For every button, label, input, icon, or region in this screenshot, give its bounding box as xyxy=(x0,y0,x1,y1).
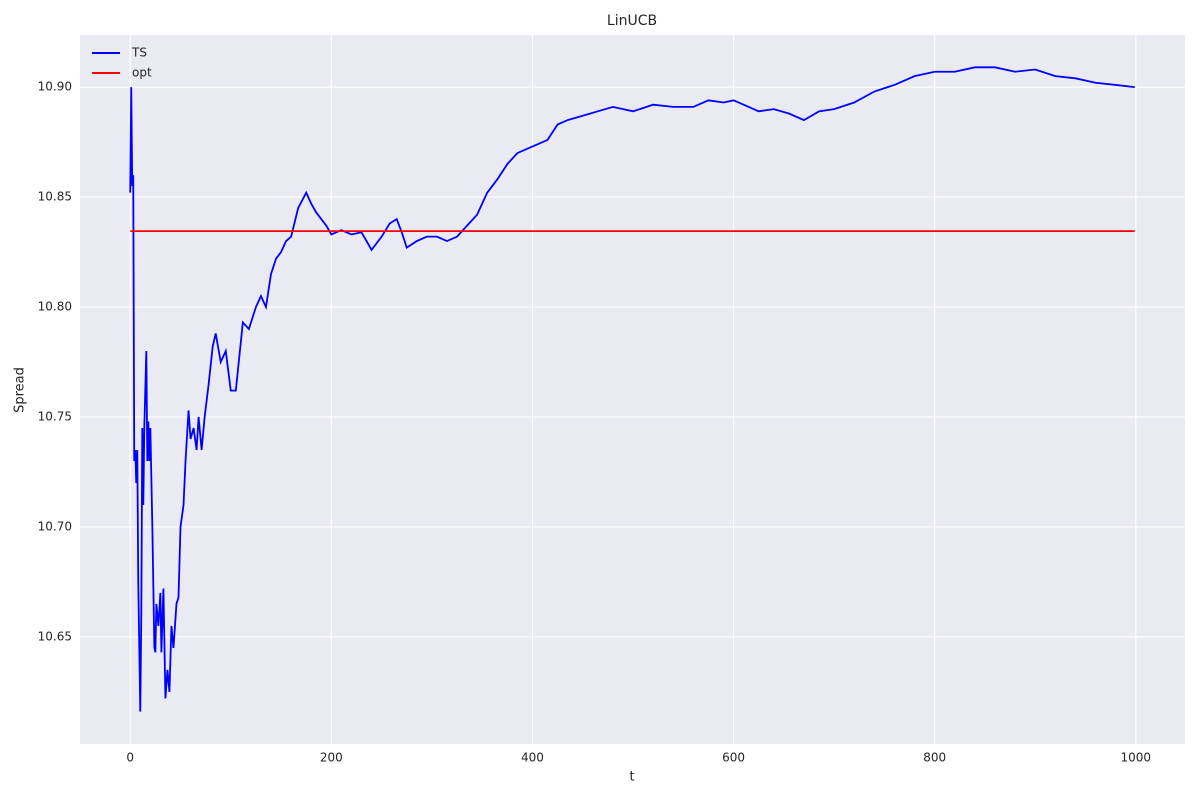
chart-title: LinUCB xyxy=(607,13,657,29)
y-tick-label: 10.65 xyxy=(38,629,72,643)
x-tick-label: 400 xyxy=(521,751,544,765)
legend-label: opt xyxy=(132,66,152,80)
plot-area xyxy=(80,35,1185,744)
y-tick-label: 10.70 xyxy=(38,519,72,533)
line xyxy=(129,66,1135,712)
y-tick-label: 10.75 xyxy=(38,409,72,423)
x-tick-label: 600 xyxy=(722,751,745,765)
y-tick-label: 10.80 xyxy=(38,300,72,314)
legend-label: TS xyxy=(131,46,147,60)
x-axis-label: t xyxy=(629,770,634,785)
x-tick-label: 0 xyxy=(126,751,134,765)
x-tick-label: 1000 xyxy=(1121,751,1152,765)
y-tick-label: 10.85 xyxy=(38,190,72,204)
y-tick-label: 10.90 xyxy=(38,80,72,94)
x-tick-label: 200 xyxy=(320,751,343,765)
x-tick-label: 800 xyxy=(923,751,946,765)
y-axis-label: Spread xyxy=(13,367,28,413)
